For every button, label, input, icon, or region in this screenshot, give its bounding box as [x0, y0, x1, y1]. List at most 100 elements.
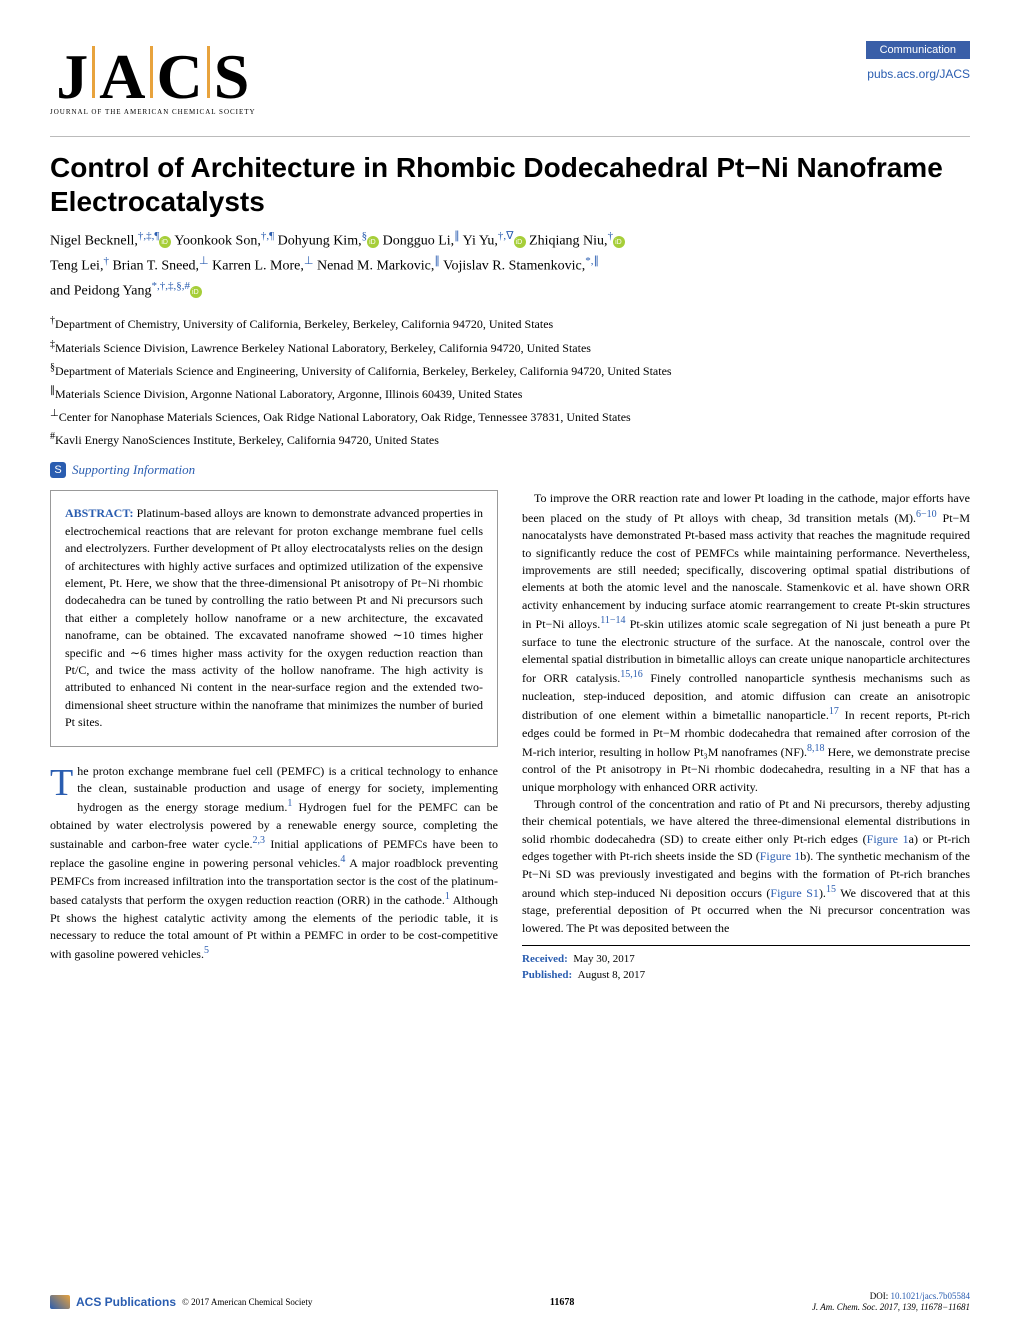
affiliation: ‡Materials Science Division, Lawrence Be… [50, 337, 970, 358]
authors-line-2: Teng Lei,† Brian T. Sneed,⊥ Karren L. Mo… [50, 253, 970, 278]
author-affil-marker: †,‡,¶ [138, 230, 159, 242]
header-rule [50, 136, 970, 137]
pubs-link[interactable]: pubs.acs.org/JACS [866, 67, 970, 81]
journal-logo: J A C S JOURNAL OF THE AMERICAN CHEMICAL… [50, 40, 256, 116]
logo-a: A [99, 40, 145, 114]
article-title: Control of Architecture in Rhombic Dodec… [50, 151, 970, 218]
author: Dongguo Li, [383, 234, 455, 249]
author-affil-marker: *,∥ [585, 255, 599, 267]
body-paragraph: Through control of the concentration and… [522, 796, 970, 937]
affiliation: #Kavli Energy NanoSciences Institute, Be… [50, 429, 970, 450]
author: Vojislav R. Stamenkovic, [443, 259, 585, 274]
reference-link[interactable]: 5 [204, 945, 209, 956]
orcid-icon[interactable] [190, 286, 202, 298]
abstract-body: Platinum-based alloys are known to demon… [65, 506, 483, 729]
affil-text: Center for Nanophase Materials Sciences,… [59, 410, 631, 424]
orcid-icon[interactable] [514, 236, 526, 248]
author: Karren L. More, [212, 259, 304, 274]
affil-text: Materials Science Division, Lawrence Ber… [55, 341, 591, 355]
reference-link[interactable]: 2,3 [252, 835, 265, 846]
author: Zhiqiang Niu, [529, 234, 608, 249]
doi-link[interactable]: 10.1021/jacs.7b05584 [891, 1291, 971, 1301]
header-right: Communication pubs.acs.org/JACS [866, 40, 970, 81]
affiliation: ⊥Center for Nanophase Materials Sciences… [50, 406, 970, 427]
affiliation: ∥Materials Science Division, Argonne Nat… [50, 383, 970, 404]
author-affil-marker: †,∇ [498, 230, 514, 242]
figure-link[interactable]: Figure 1 [760, 849, 800, 863]
logo-bar-icon [92, 46, 95, 98]
authors-line-1: Nigel Becknell,†,‡,¶ Yoonkook Son,†,¶ Do… [50, 228, 970, 253]
affiliation: §Department of Materials Science and Eng… [50, 360, 970, 381]
logo-letters: J A C S [56, 40, 249, 114]
orcid-icon[interactable] [367, 236, 379, 248]
published-row: Published: August 8, 2017 [522, 968, 970, 984]
abstract-label: ABSTRACT: [65, 506, 133, 520]
dropcap: T [50, 763, 77, 799]
affil-text: Department of Chemistry, University of C… [55, 317, 553, 331]
supporting-text: Supporting Information [72, 462, 195, 478]
received-label: Received: [522, 953, 568, 965]
reference-link[interactable]: 6−10 [916, 509, 937, 520]
orcid-icon[interactable] [613, 236, 625, 248]
author-affil-marker: *,†,‡,§,# [152, 280, 191, 292]
logo-bar-icon [207, 46, 210, 98]
reference-link[interactable]: 15 [826, 884, 836, 895]
affiliations-block: †Department of Chemistry, University of … [50, 313, 970, 450]
logo-s: S [214, 40, 250, 114]
author: Dohyung Kim, [278, 234, 362, 249]
affil-text: Materials Science Division, Argonne Nati… [55, 387, 522, 401]
author: Teng Lei, [50, 259, 103, 274]
body-text: To improve the ORR reaction rate and low… [522, 491, 970, 524]
author-affil-marker: †,¶ [261, 230, 274, 242]
body-paragraph: The proton exchange membrane fuel cell (… [50, 763, 498, 964]
figure-link[interactable]: Figure S1 [770, 886, 819, 900]
reference-link[interactable]: 17 [829, 706, 839, 717]
page-header: J A C S JOURNAL OF THE AMERICAN CHEMICAL… [50, 40, 970, 116]
body-text: Pt−M nanocatalysts have demonstrated Pt-… [522, 511, 970, 631]
dates-block: Received: May 30, 2017 Published: August… [522, 945, 970, 984]
authors-block: Nigel Becknell,†,‡,¶ Yoonkook Son,†,¶ Do… [50, 228, 970, 303]
affil-text: Kavli Energy NanoSciences Institute, Ber… [55, 433, 439, 447]
left-column: ABSTRACT: Platinum-based alloys are know… [50, 490, 498, 984]
author: Nigel Becknell, [50, 234, 138, 249]
reference-link[interactable]: 15,16 [620, 669, 643, 680]
reference-link[interactable]: 8,18 [807, 743, 825, 754]
logo-c: C [157, 40, 203, 114]
supporting-badge-icon: S [50, 462, 66, 478]
page-footer: ACS Publications © 2017 American Chemica… [50, 1291, 970, 1314]
supporting-info[interactable]: S Supporting Information [50, 462, 970, 478]
affil-text: Department of Materials Science and Engi… [55, 364, 672, 378]
logo-tagline: JOURNAL OF THE AMERICAN CHEMICAL SOCIETY [50, 108, 256, 116]
body-text: ). [819, 886, 826, 900]
doi-block: DOI: 10.1021/jacs.7b05584 J. Am. Chem. S… [812, 1291, 970, 1314]
page-number: 11678 [550, 1297, 574, 1308]
orcid-icon[interactable] [159, 236, 171, 248]
author-affil-marker: ∥ [454, 230, 460, 242]
doi-label: DOI: [870, 1291, 891, 1301]
author-affil-marker: ∥ [434, 255, 440, 267]
citation: J. Am. Chem. Soc. 2017, 139, 11678−11681 [812, 1302, 970, 1314]
reference-link[interactable]: 11−14 [600, 615, 625, 626]
acs-pub-text: ACS Publications [76, 1295, 176, 1309]
acs-pub-logo-icon [50, 1295, 70, 1309]
affil-symbol: ⊥ [50, 408, 59, 419]
copyright: © 2017 American Chemical Society [182, 1297, 312, 1307]
logo-j: J [56, 40, 88, 114]
communication-badge: Communication [866, 41, 970, 59]
logo-bar-icon [150, 46, 153, 98]
author-affil-marker: ⊥ [304, 255, 314, 267]
acs-publications: ACS Publications © 2017 American Chemica… [50, 1295, 312, 1309]
author-affil-marker: ⊥ [199, 255, 209, 267]
figure-link[interactable]: Figure 1 [867, 832, 909, 846]
author: Yi Yu, [463, 234, 498, 249]
published-label: Published: [522, 969, 572, 981]
author: Brian T. Sneed, [112, 259, 199, 274]
abstract-text: ABSTRACT: Platinum-based alloys are know… [65, 505, 483, 731]
author: Nenad M. Markovic, [317, 259, 434, 274]
authors-line-3: and Peidong Yang*,†,‡,§,# [50, 278, 970, 303]
abstract-box: ABSTRACT: Platinum-based alloys are know… [50, 490, 498, 746]
author: Yoonkook Son, [174, 234, 261, 249]
body-columns: ABSTRACT: Platinum-based alloys are know… [50, 490, 970, 984]
published-val: August 8, 2017 [578, 969, 646, 981]
body-paragraph: To improve the ORR reaction rate and low… [522, 490, 970, 796]
